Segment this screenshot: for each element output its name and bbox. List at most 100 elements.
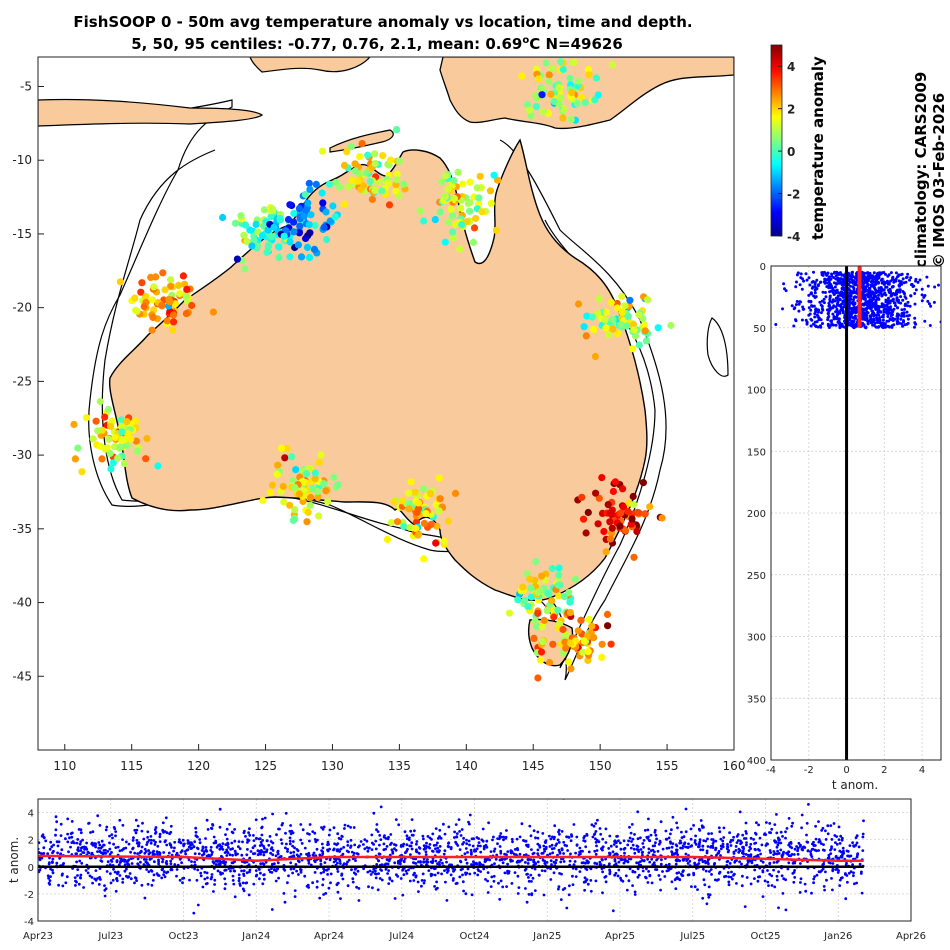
timeseries-point [152, 839, 156, 842]
timeseries-point [647, 870, 650, 873]
map-ytick-label: -40 [12, 596, 32, 610]
map-point [169, 326, 177, 334]
timeseries-point [386, 862, 390, 866]
timeseries-point [467, 839, 471, 843]
timeseries-point [598, 860, 602, 864]
timeseries-point [557, 887, 560, 891]
timeseries-point [286, 847, 289, 851]
timeseries-point [398, 862, 402, 866]
timeseries-point [492, 835, 495, 839]
depth-point [832, 315, 836, 319]
timeseries-point [154, 840, 157, 844]
timeseries-point [608, 834, 612, 838]
timeseries-point [97, 846, 101, 850]
depth-point [826, 324, 830, 328]
timeseries-point [817, 820, 820, 823]
timeseries-point [224, 882, 227, 886]
timeseries-point [608, 870, 612, 874]
timeseries-point [357, 845, 360, 849]
map-point [170, 318, 178, 326]
timeseries-point [631, 884, 634, 887]
map-point [273, 470, 281, 478]
timeseries-point [766, 880, 770, 884]
timeseries-point [38, 841, 41, 845]
map-point [385, 201, 394, 209]
timeseries-point [91, 830, 95, 834]
timeseries-point [552, 847, 556, 850]
timeseries-point [223, 877, 227, 881]
timeseries-point [371, 886, 374, 890]
timeseries-point [594, 852, 598, 856]
timeseries-point [757, 823, 760, 827]
timeseries-point [520, 822, 524, 826]
map-point [635, 509, 643, 517]
map-point [449, 234, 457, 242]
timeseries-point [262, 873, 266, 876]
timeseries-point [809, 850, 812, 854]
timeseries-point [791, 861, 795, 865]
timeseries-point [180, 861, 184, 865]
timeseries-point [481, 839, 485, 843]
timeseries-point [684, 807, 688, 811]
timeseries-point [91, 843, 95, 847]
map-point [331, 213, 339, 221]
timeseries-point [282, 867, 286, 871]
timeseries-point [263, 816, 267, 820]
map-point [315, 512, 323, 520]
depth-point [884, 325, 887, 329]
timeseries-point [137, 844, 141, 848]
timeseries-point [584, 845, 588, 849]
timeseries-point [332, 847, 336, 851]
timeseries-point [689, 827, 693, 831]
timeseries-point [121, 823, 125, 827]
depth-point [800, 318, 804, 322]
map-point [250, 237, 258, 245]
depth-point [887, 296, 890, 300]
map-point [585, 71, 593, 79]
timeseries-point [123, 863, 127, 866]
depth-point [849, 297, 853, 301]
map-point [444, 517, 452, 525]
timeseries-point [327, 833, 331, 837]
timeseries-point [651, 844, 655, 848]
timeseries-point [69, 845, 72, 849]
depth-point [853, 295, 857, 299]
timeseries-point [822, 885, 826, 888]
map-xtick-label: 135 [388, 759, 411, 773]
depth-point [816, 315, 820, 319]
timeseries-point [631, 837, 635, 841]
timeseries-point [186, 839, 190, 842]
timeseries-point [692, 873, 696, 877]
timeseries-point [548, 852, 552, 856]
timeseries-points [38, 799, 865, 915]
timeseries-point [96, 850, 99, 853]
timeseries-xtick-label: Oct24 [459, 931, 489, 942]
timeseries-point [646, 828, 650, 832]
map-point [444, 185, 452, 193]
timeseries-point [619, 847, 623, 851]
depth-point [865, 276, 869, 280]
timeseries-point [744, 837, 748, 840]
depth-point [836, 312, 839, 316]
map-point [422, 509, 430, 518]
timeseries-point [88, 874, 92, 878]
timeseries-point [770, 884, 774, 887]
timeseries-point [730, 870, 733, 874]
map-point [633, 527, 641, 536]
timeseries-point [438, 860, 441, 864]
map-point [291, 506, 299, 514]
timeseries-point [193, 840, 197, 844]
depth-point [815, 278, 819, 282]
timeseries-xtick-label: Apr25 [605, 931, 635, 942]
timeseries-point [366, 849, 370, 853]
depth-point [897, 300, 901, 304]
timeseries-point [55, 861, 59, 865]
map-point [559, 65, 567, 73]
timeseries-point [833, 834, 837, 837]
timeseries-point [106, 860, 110, 864]
timeseries-point [633, 833, 636, 836]
map-point [175, 281, 183, 289]
depth-point [889, 279, 893, 283]
depth-point [913, 316, 917, 320]
map-point [89, 435, 97, 443]
